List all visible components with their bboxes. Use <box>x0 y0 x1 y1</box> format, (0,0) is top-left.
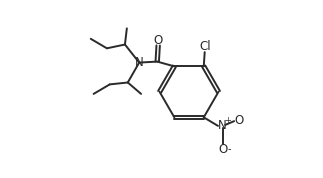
Text: O: O <box>218 143 227 156</box>
Text: N: N <box>218 119 227 132</box>
Text: -: - <box>227 144 231 154</box>
Text: Cl: Cl <box>199 40 211 53</box>
Text: +: + <box>224 116 231 125</box>
Text: O: O <box>153 34 163 47</box>
Text: N: N <box>135 56 143 69</box>
Text: O: O <box>234 114 244 127</box>
